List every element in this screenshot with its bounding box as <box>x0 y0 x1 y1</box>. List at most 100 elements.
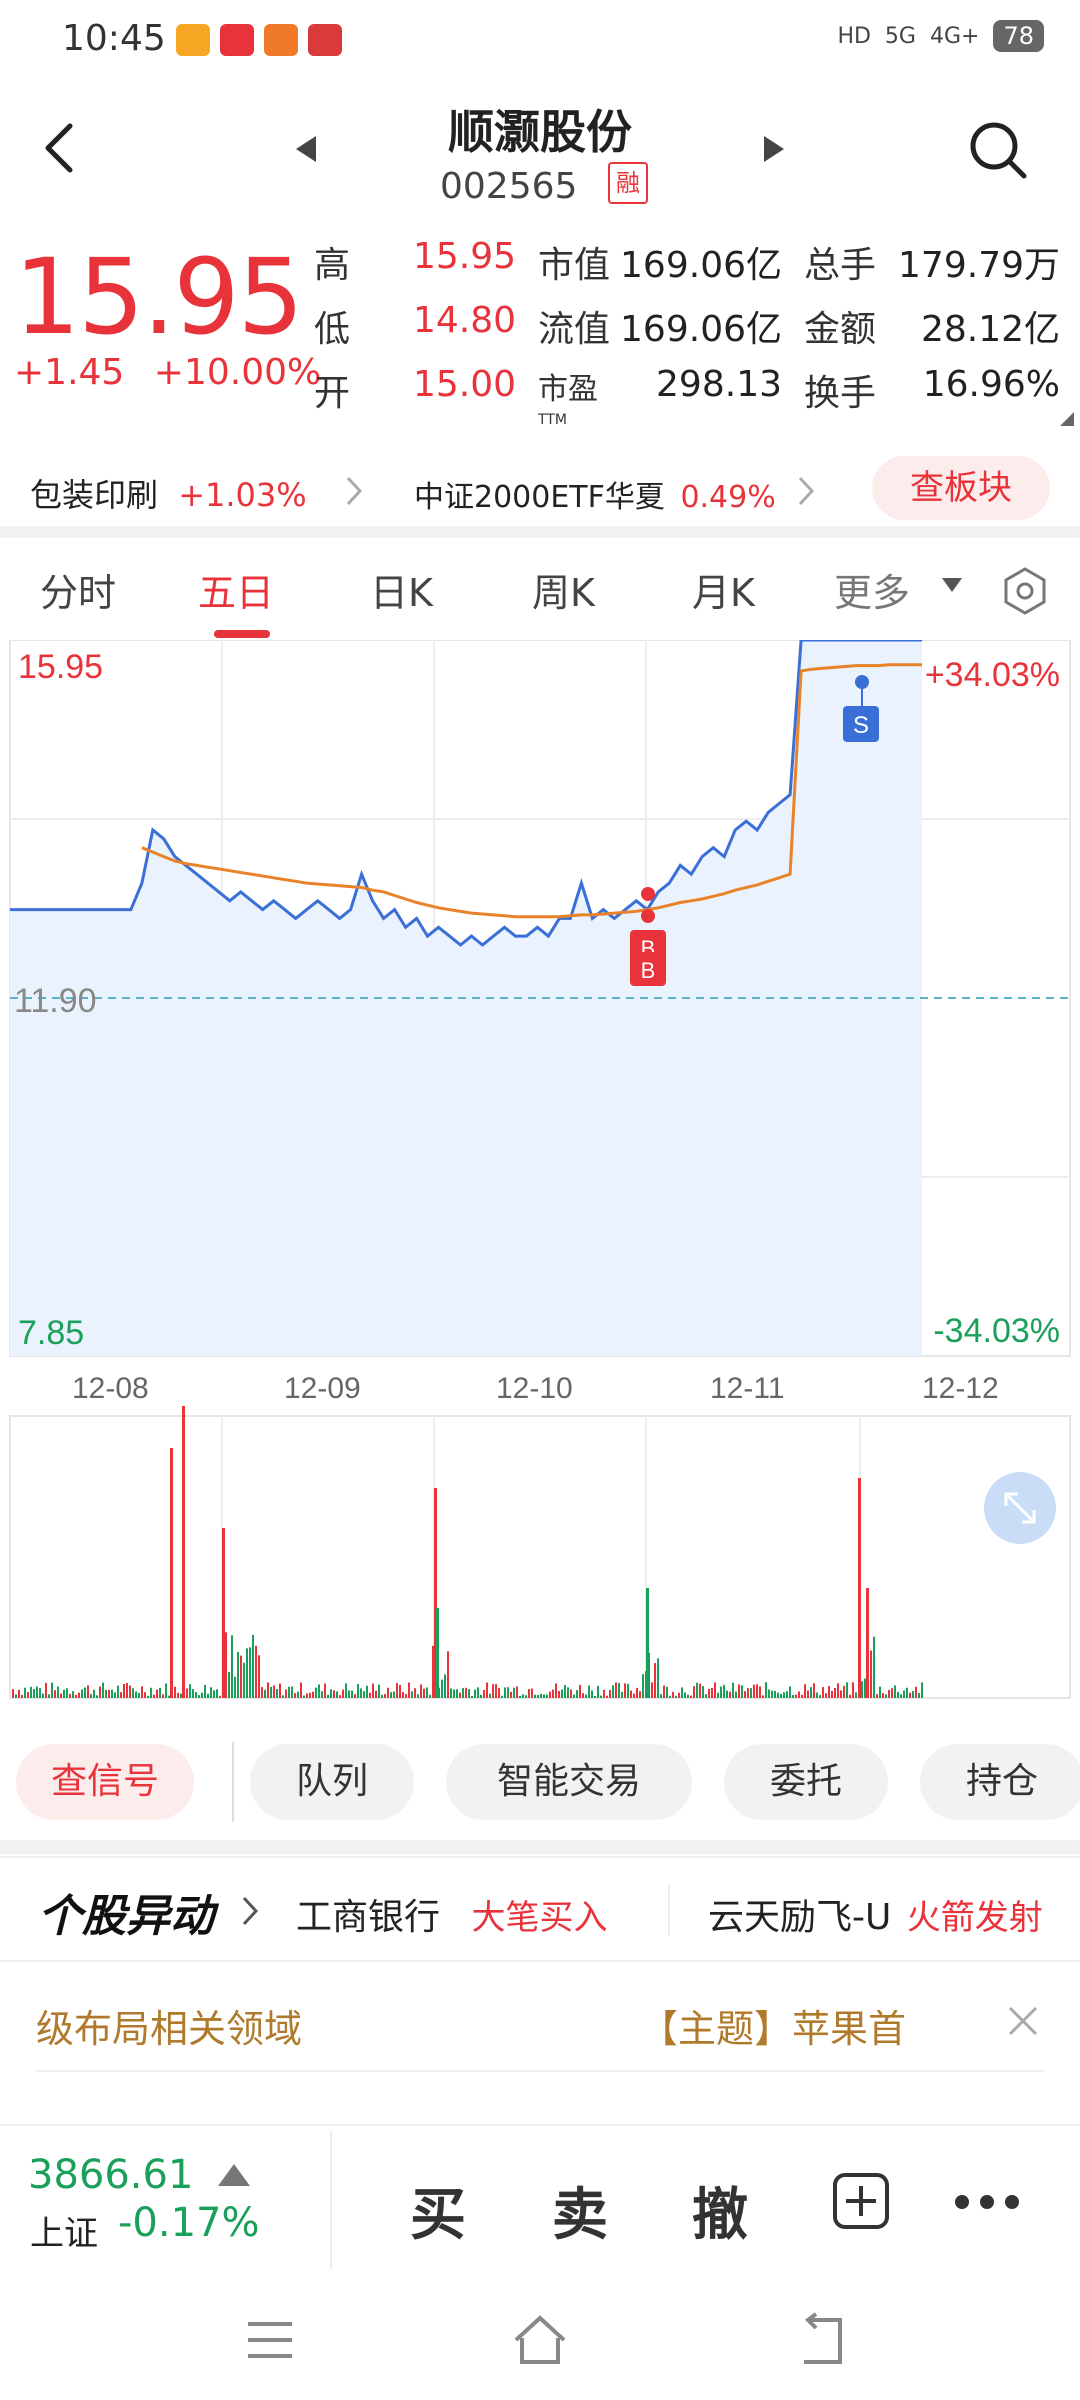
volume-bar <box>840 1690 842 1698</box>
volume-bar <box>423 1688 425 1698</box>
buy-button[interactable]: 买 <box>410 2183 466 2248</box>
sector-industry[interactable]: 包装印刷 +1.03% <box>30 470 307 516</box>
theme-text-left[interactable]: 级布局相关领域 <box>36 2007 303 2051</box>
volume-bar <box>369 1692 371 1698</box>
battery-icon: 78 <box>993 20 1044 52</box>
positions-button[interactable]: 持仓 <box>920 1744 1080 1820</box>
volume-bar <box>654 1663 656 1698</box>
divider <box>36 2070 1044 2072</box>
alert-item[interactable]: 云天励飞-U 火箭发射 <box>708 1888 1080 1940</box>
fullscreen-icon[interactable] <box>984 1472 1056 1544</box>
volume-bar <box>504 1687 506 1698</box>
volume-bar <box>837 1683 839 1698</box>
sell-marker[interactable]: S <box>843 675 879 742</box>
tab-five-day[interactable]: 五日 <box>198 571 275 615</box>
settings-hex-icon[interactable] <box>1000 566 1050 616</box>
volume-bar <box>114 1692 116 1698</box>
expand-corner-icon[interactable] <box>1060 412 1074 426</box>
volume-bar <box>765 1682 767 1698</box>
volume-bar <box>249 1647 251 1698</box>
volume-bar <box>234 1676 236 1698</box>
volume-spike <box>222 1528 225 1698</box>
pct-bottom-label: -34.03% <box>933 1312 1060 1350</box>
index-expand-icon[interactable] <box>218 2164 250 2186</box>
queue-button[interactable]: 队列 <box>250 1744 414 1820</box>
volume-bar <box>678 1692 680 1698</box>
volume-bar <box>846 1682 848 1698</box>
volume-bar <box>546 1694 548 1698</box>
signal-5g-icon: 5G <box>884 23 916 49</box>
volume-bar <box>759 1686 761 1698</box>
search-icon[interactable] <box>966 118 1030 182</box>
stat-row-high: 高 15.95 市值 169.06亿 总手 179.79万 <box>314 236 1060 288</box>
stat-label: 低 <box>314 309 351 350</box>
prev-stock-icon[interactable] <box>294 134 318 164</box>
sell-button[interactable]: 卖 <box>552 2183 608 2248</box>
volume-bar <box>630 1690 632 1698</box>
stock-alert-title[interactable]: 个股异动 <box>38 1891 214 1942</box>
volume-bar <box>885 1694 887 1698</box>
orders-button[interactable]: 委托 <box>724 1744 888 1820</box>
volume-bar <box>420 1684 422 1698</box>
add-watchlist-icon[interactable] <box>832 2172 890 2230</box>
volume-bar <box>669 1695 671 1698</box>
volume-bar <box>651 1682 653 1698</box>
back-nav-icon[interactable] <box>790 2310 850 2370</box>
menu-icon[interactable] <box>240 2310 300 2370</box>
volume-bar <box>141 1686 143 1698</box>
volume-bar <box>903 1690 905 1698</box>
home-icon[interactable] <box>510 2310 570 2370</box>
five-day-chart[interactable]: 15.95 11.90 7.85 +34.03% -34.03% B B S 1… <box>0 640 1080 1700</box>
volume-bar <box>573 1694 575 1698</box>
chevron-down-icon <box>942 578 962 592</box>
volume-bar <box>96 1695 98 1698</box>
volume-bar <box>474 1689 476 1698</box>
close-icon[interactable] <box>1006 2004 1040 2038</box>
volume-bar <box>507 1687 509 1698</box>
volume-bar <box>375 1690 377 1698</box>
stat-label: 高 <box>314 245 351 286</box>
stat-value: 15.95 <box>412 236 516 277</box>
stat-value: 28.12亿 <box>920 309 1060 350</box>
status-indicators: HD 5G 4G+ 78 <box>837 20 1044 52</box>
tab-daily-k[interactable]: 日K <box>370 571 433 615</box>
check-signal-button[interactable]: 查信号 <box>16 1744 194 1820</box>
volume-bar <box>909 1692 911 1698</box>
volume-bar <box>462 1688 464 1698</box>
theme-text-right[interactable]: 【主题】苹果首 <box>640 2007 907 2051</box>
buy-marker[interactable]: B B <box>630 887 666 986</box>
tab-monthly-k[interactable]: 月K <box>692 571 755 615</box>
volume-spike <box>434 1488 437 1698</box>
volume-bar <box>813 1683 815 1698</box>
volume-bar <box>432 1645 434 1698</box>
volume-bar <box>384 1694 386 1698</box>
volume-bar <box>237 1651 239 1698</box>
alert-stock-name: 云天励飞-U <box>708 1897 892 1938</box>
more-icon[interactable] <box>952 2190 1022 2214</box>
volume-bar <box>204 1684 206 1698</box>
tab-weekly-k[interactable]: 周K <box>532 571 595 615</box>
smart-trade-button[interactable]: 智能交易 <box>446 1744 692 1820</box>
volume-frame <box>9 1415 1071 1699</box>
index-value[interactable]: 3866.61 <box>28 2152 194 2198</box>
volume-bar <box>387 1687 389 1698</box>
volume-bar <box>855 1692 857 1698</box>
volume-bar <box>72 1691 74 1698</box>
tab-more[interactable]: 更多 <box>834 571 911 615</box>
stat-label: 金额 <box>804 309 877 350</box>
volume-bar <box>681 1687 683 1698</box>
volume-bar <box>741 1685 743 1698</box>
view-board-button[interactable]: 查板块 <box>872 456 1050 520</box>
volume-bar <box>693 1686 695 1698</box>
cancel-order-button[interactable]: 撤 <box>692 2183 748 2248</box>
sector-etf[interactable]: 中证2000ETF华夏 0.49% <box>414 472 776 516</box>
next-stock-icon[interactable] <box>762 134 786 164</box>
alert-item[interactable]: 工商银行 大笔买入 <box>296 1888 607 1940</box>
back-icon[interactable] <box>36 118 86 178</box>
volume-bar <box>486 1682 488 1698</box>
volume-bar <box>819 1695 821 1698</box>
tab-intraday[interactable]: 分时 <box>40 571 117 615</box>
volume-bar <box>264 1689 266 1698</box>
volume-bar <box>426 1687 428 1698</box>
volume-bar <box>666 1686 668 1698</box>
